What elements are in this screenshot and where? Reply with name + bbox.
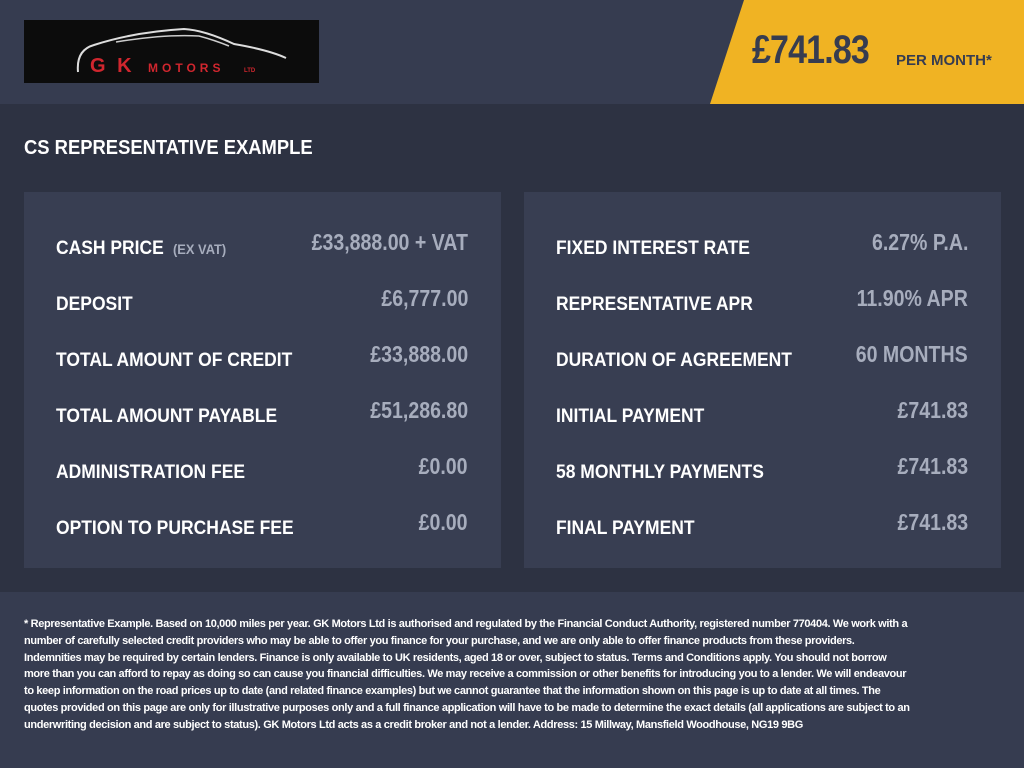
row-label: DEPOSIT <box>56 294 133 315</box>
row-value: 60 MONTHS <box>856 341 968 367</box>
row-value: 11.90% APR <box>856 285 968 311</box>
finance-row-monthly: 58 MONTHLY PAYMENTS £741.83 <box>556 453 968 484</box>
car-silhouette-icon: G K MOTORS LTD <box>76 27 287 77</box>
gk-motors-logo[interactable]: G K MOTORS LTD <box>24 20 319 83</box>
row-value: £0.00 <box>419 453 468 479</box>
row-label: FIXED INTEREST RATE <box>556 238 750 259</box>
row-value: £741.83 <box>897 453 968 479</box>
row-value: £33,888.00 <box>370 341 468 367</box>
finance-row-deposit: DEPOSIT £6,777.00 <box>56 285 468 316</box>
monthly-price: £741.83 <box>752 28 870 72</box>
footer: * Representative Example. Based on 10,00… <box>0 592 1024 768</box>
row-value: £33,888.00 + VAT <box>311 229 468 255</box>
finance-row-duration: DURATION OF AGREEMENT 60 MONTHS <box>556 341 968 372</box>
row-label: CASH PRICE <box>56 238 164 259</box>
left-finance-panel: CASH PRICE (EX VAT) £33,888.00 + VAT DEPOS… <box>24 192 501 568</box>
row-value: £0.00 <box>419 509 468 535</box>
row-label: INITIAL PAYMENT <box>556 406 705 427</box>
header: G K MOTORS LTD £741.83 PER MONTH* <box>0 0 1024 104</box>
finance-row-apr: REPRESENTATIVE APR 11.90% APR <box>556 285 968 316</box>
finance-row-initial: INITIAL PAYMENT £741.83 <box>556 397 968 428</box>
per-month-label: PER MONTH* <box>896 52 992 69</box>
row-label: FINAL PAYMENT <box>556 518 695 539</box>
row-label: 58 MONTHLY PAYMENTS <box>556 462 764 483</box>
svg-text:G K: G K <box>90 55 135 77</box>
row-value: £741.83 <box>897 397 968 423</box>
row-value: £6,777.00 <box>381 285 468 311</box>
row-label: TOTAL AMOUNT OF CREDIT <box>56 350 293 371</box>
finance-row-credit: TOTAL AMOUNT OF CREDIT £33,888.00 <box>56 341 468 372</box>
svg-text:MOTORS: MOTORS <box>148 61 224 75</box>
finance-row-payable: TOTAL AMOUNT PAYABLE £51,286.80 <box>56 397 468 428</box>
row-label: OPTION TO PURCHASE FEE <box>56 518 294 539</box>
finance-row-option-fee: OPTION TO PURCHASE FEE £0.00 <box>56 509 468 540</box>
svg-text:LTD: LTD <box>244 68 256 74</box>
right-finance-panel: FIXED INTEREST RATE 6.27% P.A. REPRESENTA… <box>524 192 1001 568</box>
row-label: REPRESENTATIVE APR <box>556 294 753 315</box>
finance-row-final: FINAL PAYMENT £741.83 <box>556 509 968 540</box>
row-label: TOTAL AMOUNT PAYABLE <box>56 406 278 427</box>
disclaimer-text: * Representative Example. Based on 10,00… <box>24 618 910 731</box>
finance-row-interest: FIXED INTEREST RATE 6.27% P.A. <box>556 229 968 260</box>
row-value: £741.83 <box>897 509 968 535</box>
monthly-price-banner: £741.83 PER MONTH* <box>710 0 1024 104</box>
finance-row-admin-fee: ADMINISTRATION FEE £0.00 <box>56 453 468 484</box>
row-label: ADMINISTRATION FEE <box>56 462 246 483</box>
section-title: CS REPRESENTATIVE EXAMPLE <box>24 137 313 159</box>
row-value: 6.27% P.A. <box>871 229 968 255</box>
finance-row-cash-price: CASH PRICE (EX VAT) £33,888.00 + VAT <box>56 229 468 260</box>
row-value: £51,286.80 <box>370 397 468 423</box>
row-label: DURATION OF AGREEMENT <box>556 350 792 371</box>
row-sublabel: (EX VAT) <box>173 241 227 257</box>
